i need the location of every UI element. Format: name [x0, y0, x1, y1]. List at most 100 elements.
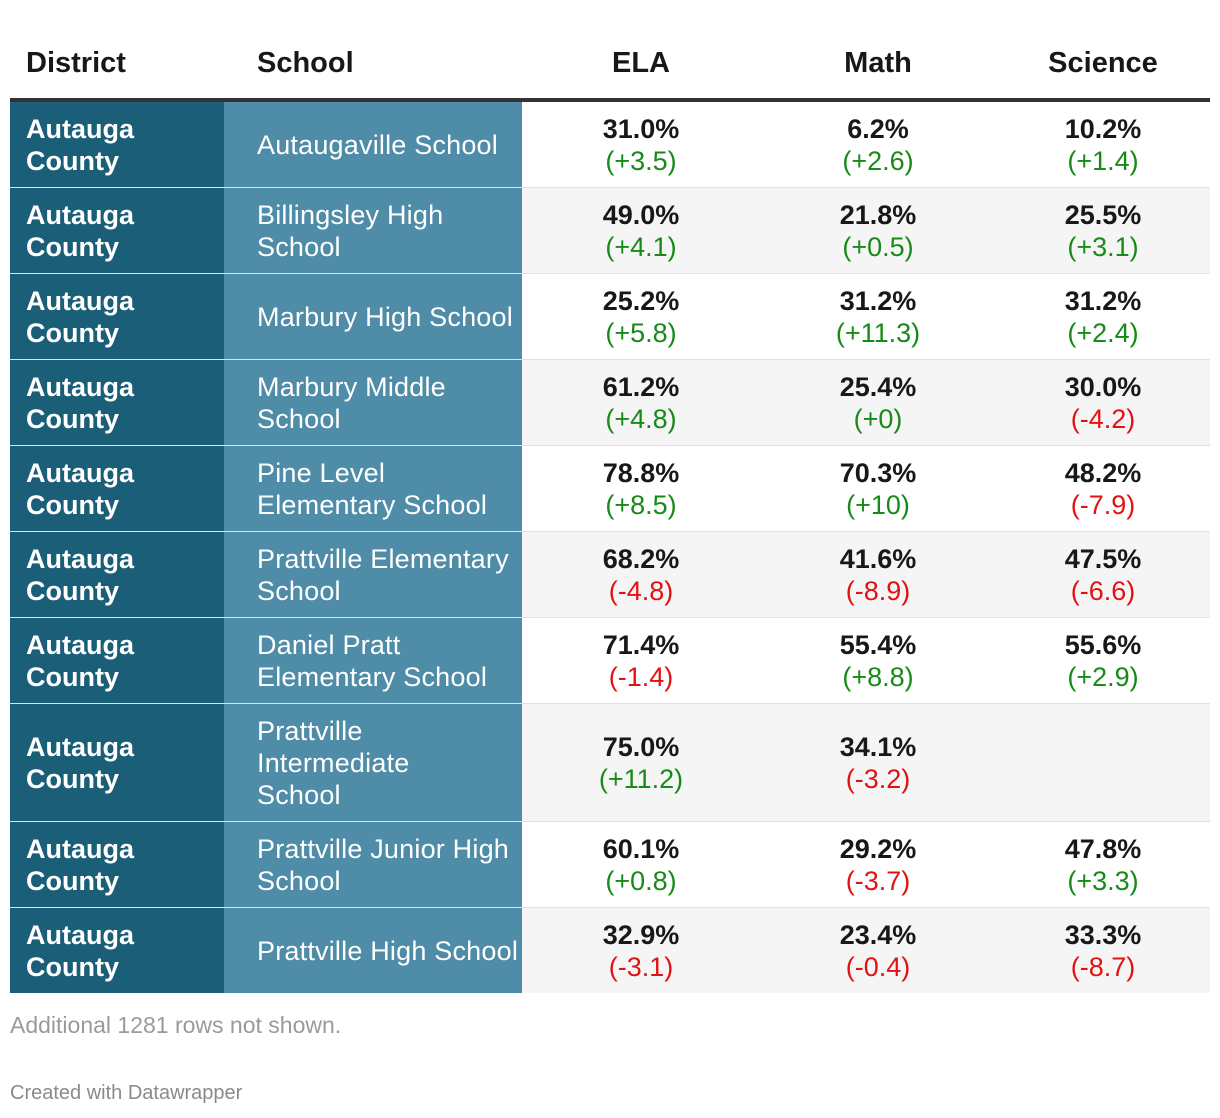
cell-school: Prattville Junior High School [224, 821, 522, 908]
ela-change-value: (+8.5) [605, 489, 677, 520]
table-row: Autauga County Prattville Intermediate Sc… [10, 703, 1210, 822]
math-change-value: (+2.6) [842, 145, 914, 176]
cell-science: 47.5% (-6.6) [996, 531, 1210, 618]
math-percent-value: 31.2% [839, 285, 917, 316]
column-header-school[interactable]: School [224, 28, 522, 102]
ela-percent-value: 71.4% [602, 629, 680, 660]
cell-math: 23.4% (-0.4) [760, 907, 996, 993]
science-change-value: (-6.6) [1070, 575, 1136, 606]
table-row: Autauga County Daniel Pratt Elementary Sc… [10, 617, 1210, 704]
cell-ela: 68.2% (-4.8) [522, 531, 760, 618]
cell-ela: 31.0% (+3.5) [522, 100, 760, 188]
cell-science [996, 703, 1210, 822]
table-row: Autauga County Pine Level Elementary Scho… [10, 445, 1210, 532]
math-percent-value: 25.4% [839, 371, 917, 402]
math-percent-value: 23.4% [839, 919, 917, 950]
cell-school: Daniel Pratt Elementary School [224, 617, 522, 704]
cell-math: 29.2% (-3.7) [760, 821, 996, 908]
column-header-math[interactable]: Math [760, 28, 996, 102]
ela-percent-value: 32.9% [602, 919, 680, 950]
cell-district: Autauga County [10, 821, 224, 908]
ela-change-value: (+5.8) [605, 317, 677, 348]
math-change-value: (-3.2) [845, 763, 911, 794]
cell-school: Marbury Middle School [224, 359, 522, 446]
ela-percent-value: 75.0% [602, 731, 680, 762]
column-header-district[interactable]: District [10, 28, 224, 102]
cell-science: 30.0% (-4.2) [996, 359, 1210, 446]
cell-district: Autauga County [10, 703, 224, 822]
math-change-value: (-3.7) [845, 865, 911, 896]
science-percent-value: 25.5% [1064, 199, 1142, 230]
cell-school: Marbury High School [224, 273, 522, 360]
cell-ela: 75.0% (+11.2) [522, 703, 760, 822]
cell-science: 10.2% (+1.4) [996, 100, 1210, 188]
science-percent-value: 47.8% [1064, 833, 1142, 864]
ela-change-value: (+4.1) [605, 231, 677, 262]
cell-school: Billingsley High School [224, 187, 522, 274]
cell-school: Prattville Intermediate School [224, 703, 522, 822]
science-percent-value: 10.2% [1064, 113, 1142, 144]
science-percent-value: 55.6% [1064, 629, 1142, 660]
science-change-value: (+3.1) [1067, 231, 1139, 262]
cell-school: Pine Level Elementary School [224, 445, 522, 532]
cell-science: 47.8% (+3.3) [996, 821, 1210, 908]
cell-math: 21.8% (+0.5) [760, 187, 996, 274]
cell-district: Autauga County [10, 531, 224, 618]
footnote-rows-not-shown: Additional 1281 rows not shown. [10, 1012, 342, 1038]
table-row: Autauga County Billingsley High School 49.… [10, 187, 1210, 274]
cell-school: Prattville Elementary School [224, 531, 522, 618]
column-header-ela[interactable]: ELA [522, 28, 760, 102]
cell-science: 55.6% (+2.9) [996, 617, 1210, 704]
cell-ela: 71.4% (-1.4) [522, 617, 760, 704]
cell-science: 31.2% (+2.4) [996, 273, 1210, 360]
science-change-value: (-8.7) [1070, 951, 1136, 982]
cell-math: 70.3% (+10) [760, 445, 996, 532]
table-row: Autauga County Marbury Middle School 61.2%… [10, 359, 1210, 446]
table-header-row: District School ELA Math Science [10, 28, 1210, 102]
table-row: Autauga County Prattville High School 32.9… [10, 907, 1210, 993]
credit-datawrapper[interactable]: Created with Datawrapper [10, 1082, 243, 1104]
table-row: Autauga County Prattville Junior High Sch… [10, 821, 1210, 908]
math-change-value: (-0.4) [845, 951, 911, 982]
school-scores-table: District School ELA Math Science Autauga… [10, 28, 1210, 993]
cell-science: 48.2% (-7.9) [996, 445, 1210, 532]
column-header-science[interactable]: Science [996, 28, 1210, 102]
math-percent-value: 41.6% [839, 543, 917, 574]
ela-percent-value: 25.2% [602, 285, 680, 316]
cell-school: Autaugaville School [224, 100, 522, 188]
math-percent-value: 55.4% [839, 629, 917, 660]
science-change-value: (-7.9) [1070, 489, 1136, 520]
table-row: Autauga County Autaugaville School 31.0% (+… [10, 100, 1210, 188]
science-percent-value: 31.2% [1064, 285, 1142, 316]
cell-ela: 78.8% (+8.5) [522, 445, 760, 532]
cell-district: Autauga County [10, 273, 224, 360]
cell-ela: 32.9% (-3.1) [522, 907, 760, 993]
cell-ela: 60.1% (+0.8) [522, 821, 760, 908]
ela-change-value: (+4.8) [605, 403, 677, 434]
cell-district: Autauga County [10, 617, 224, 704]
science-percent-value: 33.3% [1064, 919, 1142, 950]
cell-school: Prattville High School [224, 907, 522, 993]
math-percent-value: 34.1% [839, 731, 917, 762]
cell-science: 33.3% (-8.7) [996, 907, 1210, 993]
cell-math: 6.2% (+2.6) [760, 100, 996, 188]
math-percent-value: 21.8% [839, 199, 917, 230]
ela-percent-value: 68.2% [602, 543, 680, 574]
cell-district: Autauga County [10, 445, 224, 532]
math-change-value: (+0.5) [842, 231, 914, 262]
ela-percent-value: 60.1% [602, 833, 680, 864]
ela-change-value: (-1.4) [608, 661, 674, 692]
cell-math: 41.6% (-8.9) [760, 531, 996, 618]
ela-percent-value: 49.0% [602, 199, 680, 230]
math-percent-value: 70.3% [839, 457, 917, 488]
math-percent-value: 6.2% [847, 113, 909, 144]
cell-math: 31.2% (+11.3) [760, 273, 996, 360]
cell-district: Autauga County [10, 907, 224, 993]
science-change-value: (+1.4) [1067, 145, 1139, 176]
ela-change-value: (-3.1) [608, 951, 674, 982]
ela-percent-value: 78.8% [602, 457, 680, 488]
science-change-value: (+2.9) [1067, 661, 1139, 692]
cell-math: 34.1% (-3.2) [760, 703, 996, 822]
cell-math: 25.4% (+0) [760, 359, 996, 446]
math-change-value: (-8.9) [845, 575, 911, 606]
